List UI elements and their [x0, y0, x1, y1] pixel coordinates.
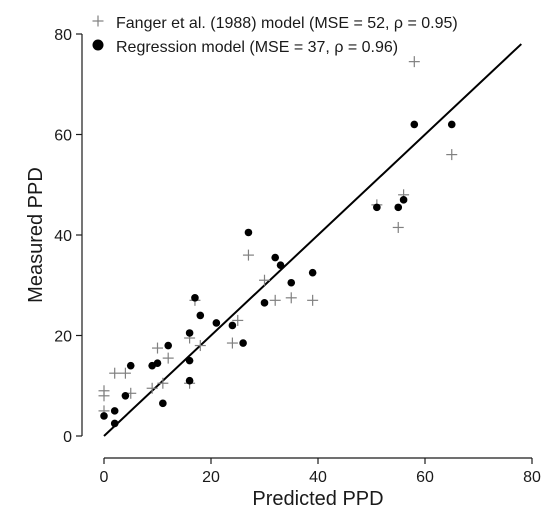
data-point-fanger [307, 294, 319, 306]
x-tick-label: 60 [416, 469, 434, 486]
fit-line-group [103, 43, 522, 437]
data-point-regression [185, 356, 194, 365]
data-point-regression [191, 294, 199, 302]
y-tick-label: 0 [63, 429, 72, 446]
data-point-fanger [242, 249, 254, 261]
y-tick-label: 80 [54, 27, 72, 44]
legend: Fanger et al. (1988) model (MSE = 52, ρ … [92, 15, 458, 56]
data-point-fanger [109, 367, 121, 379]
data-point-fanger [119, 367, 131, 379]
data-point-regression [228, 321, 237, 330]
x-tick-label: 80 [523, 469, 541, 486]
data-point-regression [121, 392, 130, 400]
data-point-fanger [269, 294, 281, 306]
data-point-fanger [232, 314, 244, 326]
data-point-regression [185, 329, 194, 337]
x-tick-label: 0 [100, 469, 109, 486]
data-point-regression [244, 228, 253, 237]
data-point-regression [153, 359, 162, 367]
data-point-fanger [162, 352, 174, 364]
legend-marker-fanger [92, 15, 104, 27]
data-point-regression [410, 120, 419, 129]
x-tick-label: 20 [202, 469, 220, 486]
data-point-fanger [157, 377, 169, 389]
data-point-regression [126, 361, 135, 370]
data-point-fanger [152, 342, 163, 354]
data-point-regression [196, 311, 205, 320]
data-point-fanger [392, 221, 404, 233]
series-regression [100, 120, 456, 428]
data-point-fanger [226, 337, 238, 349]
data-point-fanger [408, 56, 420, 68]
fit-line [103, 43, 522, 437]
data-point-regression [110, 407, 119, 415]
data-point-regression [271, 253, 280, 262]
x-tick-label: 40 [309, 469, 327, 486]
y-axis-label: Measured PPD [25, 167, 47, 303]
data-point-regression [212, 319, 221, 327]
data-point-regression [164, 341, 172, 350]
data-point-regression [373, 203, 381, 212]
y-tick-label: 40 [54, 228, 72, 245]
data-point-regression [100, 412, 108, 420]
data-point-regression [276, 261, 285, 269]
legend-label-regression: Regression model (MSE = 37, ρ = 0.96) [116, 39, 398, 56]
data-point-regression [287, 278, 296, 287]
data-point-regression [239, 339, 247, 347]
data-point-regression [185, 376, 194, 385]
data-point-regression [110, 419, 119, 428]
legend-label-fanger: Fanger et al. (1988) model (MSE = 52, ρ … [116, 15, 458, 32]
data-point-fanger [446, 149, 458, 161]
data-point-fanger [194, 340, 206, 352]
data-point-regression [260, 299, 269, 307]
data-point-fanger [146, 382, 158, 394]
data-point-regression [399, 196, 408, 204]
data-point-fanger [98, 390, 110, 402]
data-point-regression [447, 120, 456, 129]
data-point-regression [159, 399, 167, 408]
data-point-regression [394, 203, 403, 212]
legend-marker-regression [92, 39, 104, 51]
series-fanger [98, 56, 458, 417]
data-point-fanger [259, 274, 270, 286]
y-tick-label: 60 [54, 128, 72, 145]
data-point-fanger [285, 292, 297, 304]
axis-ticks: 0 20 40 60 80 0 20 40 60 80 [54, 27, 541, 486]
x-axis-label: Predicted PPD [252, 488, 383, 510]
data-point-regression [308, 268, 317, 277]
y-tick-label: 20 [54, 329, 72, 346]
data-points [98, 56, 458, 428]
